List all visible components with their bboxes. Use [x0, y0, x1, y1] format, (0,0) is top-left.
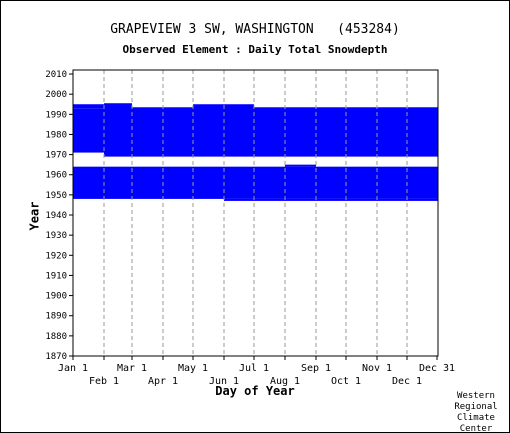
y-tick-label: 1910: [45, 271, 67, 281]
y-tick-label: 1870: [45, 352, 67, 362]
x-axis-label: Day of Year: [215, 384, 295, 398]
snowdepth-block: [73, 104, 104, 109]
y-tick-label: 1920: [45, 251, 67, 261]
credit-line: Western: [457, 391, 495, 401]
y-tick-label: 2000: [45, 90, 67, 100]
x-tick-label: Apr 1: [148, 376, 178, 387]
y-tick-label: 1990: [45, 110, 67, 120]
y-tick-label: 1960: [45, 171, 67, 181]
x-tick-label: Jul 1: [239, 363, 269, 374]
y-tick-label: 1940: [45, 211, 67, 221]
y-tick-label: 1970: [45, 151, 67, 161]
chart-subtitle: Observed Element : Daily Total Snowdepth: [122, 43, 388, 56]
snowdepth-block: [224, 198, 438, 201]
x-tick-label: Dec 31: [419, 363, 455, 374]
credit-line: Regional: [454, 402, 498, 412]
x-tick-label: Oct 1: [331, 376, 361, 387]
x-tick-label: Sep 1: [301, 363, 331, 374]
x-tick-label: Mar 1: [117, 363, 147, 374]
credit-line: Center: [459, 424, 493, 433]
x-tick-label: May 1: [178, 363, 208, 374]
y-tick-label: 1900: [45, 292, 67, 302]
credit-line: Climate: [457, 413, 495, 423]
chart-title: GRAPEVIEW 3 SW, WASHINGTON (453284): [110, 22, 400, 37]
y-tick-label: 1880: [45, 332, 67, 342]
y-tick-label: 1980: [45, 130, 67, 140]
credit-text: Western Regional Climate Center: [447, 391, 505, 433]
x-tick-label: Nov 1: [362, 363, 392, 374]
y-tick-label: 2010: [45, 70, 67, 80]
y-tick-label: 1890: [45, 312, 67, 322]
y-tick-label: 1950: [45, 191, 67, 201]
snowdepth-block: [377, 150, 438, 154]
snowdepth-block: [285, 164, 316, 167]
snowdepth-block: [73, 166, 438, 199]
x-tick-label: Aug 1: [270, 376, 300, 387]
plot-border: [72, 69, 439, 357]
x-tick-label: Jan 1: [58, 363, 88, 374]
x-tick-label: Jun 1: [209, 376, 239, 387]
x-tick-label: Dec 1: [392, 376, 422, 387]
snowdepth-block: [104, 103, 132, 157]
x-tick-label: Feb 1: [89, 376, 119, 387]
y-tick-label: 1930: [45, 231, 67, 241]
